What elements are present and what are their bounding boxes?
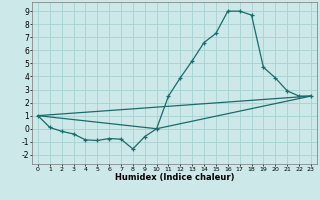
X-axis label: Humidex (Indice chaleur): Humidex (Indice chaleur) — [115, 173, 234, 182]
